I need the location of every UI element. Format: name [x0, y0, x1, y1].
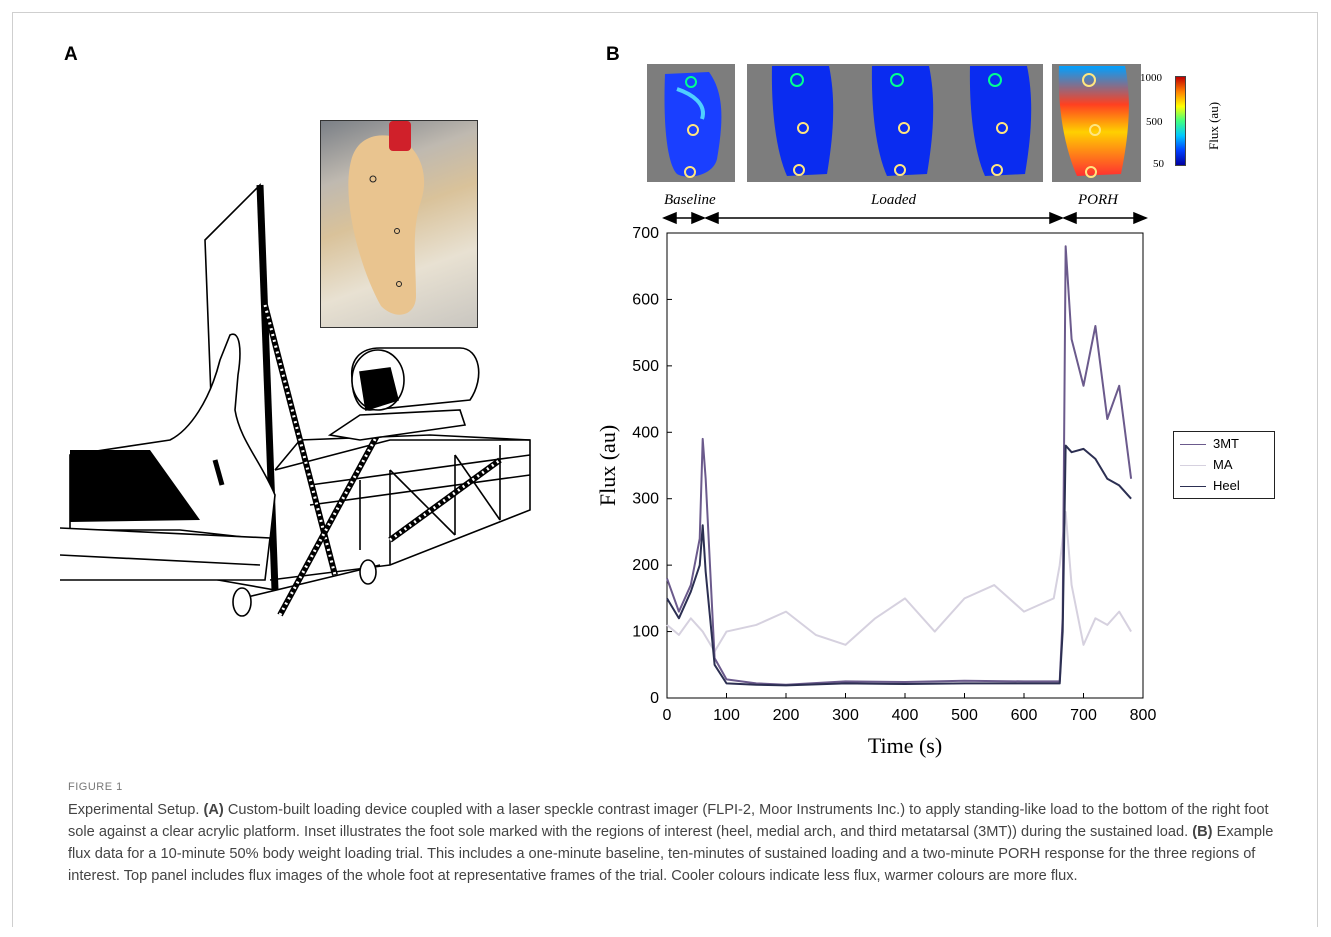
flux-image-overlays: [664, 66, 1129, 178]
foot-sole-inset-photo: [320, 120, 478, 328]
legend-swatch-heel: [1180, 486, 1206, 487]
y-axis-label: Flux (au): [595, 425, 620, 506]
legend-label-3mt: 3MT: [1213, 436, 1239, 451]
flux-colorbar: [1175, 76, 1186, 166]
colorbar-tick-mid: 500: [1146, 116, 1163, 128]
panel-a-label: A: [64, 44, 78, 65]
y-tick-label: 200: [632, 557, 659, 574]
porh-arrow-right-head: [1133, 211, 1148, 225]
y-tick-label: 500: [632, 358, 659, 375]
x-tick-label: 700: [1070, 707, 1097, 724]
caption-a-marker: (A): [203, 802, 224, 818]
x-tick-label: 600: [1011, 707, 1038, 724]
x-tick-label: 500: [951, 707, 978, 724]
series-line-3mt: [666, 245, 1133, 686]
y-tick-label: 700: [632, 225, 659, 242]
x-tick-label: 0: [663, 707, 672, 724]
legend-label-ma: MA: [1213, 457, 1233, 472]
caption-intro: Experimental Setup.: [68, 802, 200, 818]
foot-sole-drawing: [348, 121, 425, 315]
colorbar-tick-high: 1000: [1140, 72, 1162, 84]
legend-item-ma: MA: [1180, 456, 1272, 474]
colorbar-label: Flux (au): [1206, 101, 1221, 150]
legend-item-3mt: 3MT: [1180, 435, 1272, 453]
phase-arrows: [662, 211, 1148, 225]
phase-label-porh: PORH: [1078, 192, 1118, 208]
legend-label-heel: Heel: [1213, 478, 1240, 493]
caption-a-text: Custom-built loading device coupled with…: [68, 802, 1269, 840]
loaded-arrow-right-head: [1049, 211, 1064, 225]
panel-b-label: B: [606, 44, 620, 65]
x-tick-label: 200: [773, 707, 800, 724]
y-tick-label: 400: [632, 424, 659, 441]
series-line-heel: [666, 444, 1132, 687]
figure-frame: [12, 12, 1318, 927]
y-tick-label: 100: [632, 624, 659, 641]
x-tick-label: 400: [892, 707, 919, 724]
colorbar-tick-low: 50: [1153, 158, 1164, 170]
x-tick-label: 800: [1130, 707, 1157, 724]
legend-swatch-ma: [1180, 465, 1206, 466]
chart-legend: 3MT MA Heel: [1173, 431, 1275, 499]
phase-label-baseline: Baseline: [664, 192, 716, 208]
x-tick-label: 100: [713, 707, 740, 724]
x-axis-label: Time (s): [868, 733, 942, 758]
x-tick-label: 300: [832, 707, 859, 724]
loaded-arrow-left-head: [704, 211, 719, 225]
baseline-arrow-right-head: [691, 211, 706, 225]
flux-line-chart: 0 100 200 300 400 500 600 700 800 0 100 200 300 400 50…: [595, 225, 1157, 758]
caption-b-text: Example flux data for a 10-minute 50% bo…: [68, 824, 1274, 884]
phase-label-loaded: Loaded: [871, 192, 916, 208]
caption-b-marker: (B): [1192, 824, 1213, 840]
figure-label: FIGURE 1: [68, 781, 123, 793]
loading-device-illustration: [60, 183, 531, 617]
figure-caption: Experimental Setup. (A) Custom-built loa…: [68, 799, 1298, 887]
y-tick-label: 600: [632, 291, 659, 308]
porh-arrow-left-head: [1062, 211, 1077, 225]
legend-item-heel: Heel: [1180, 477, 1272, 495]
baseline-arrow-left-head: [662, 211, 677, 225]
legend-swatch-3mt: [1180, 444, 1206, 445]
y-tick-label: 300: [632, 491, 659, 508]
y-tick-label: 0: [650, 690, 659, 707]
